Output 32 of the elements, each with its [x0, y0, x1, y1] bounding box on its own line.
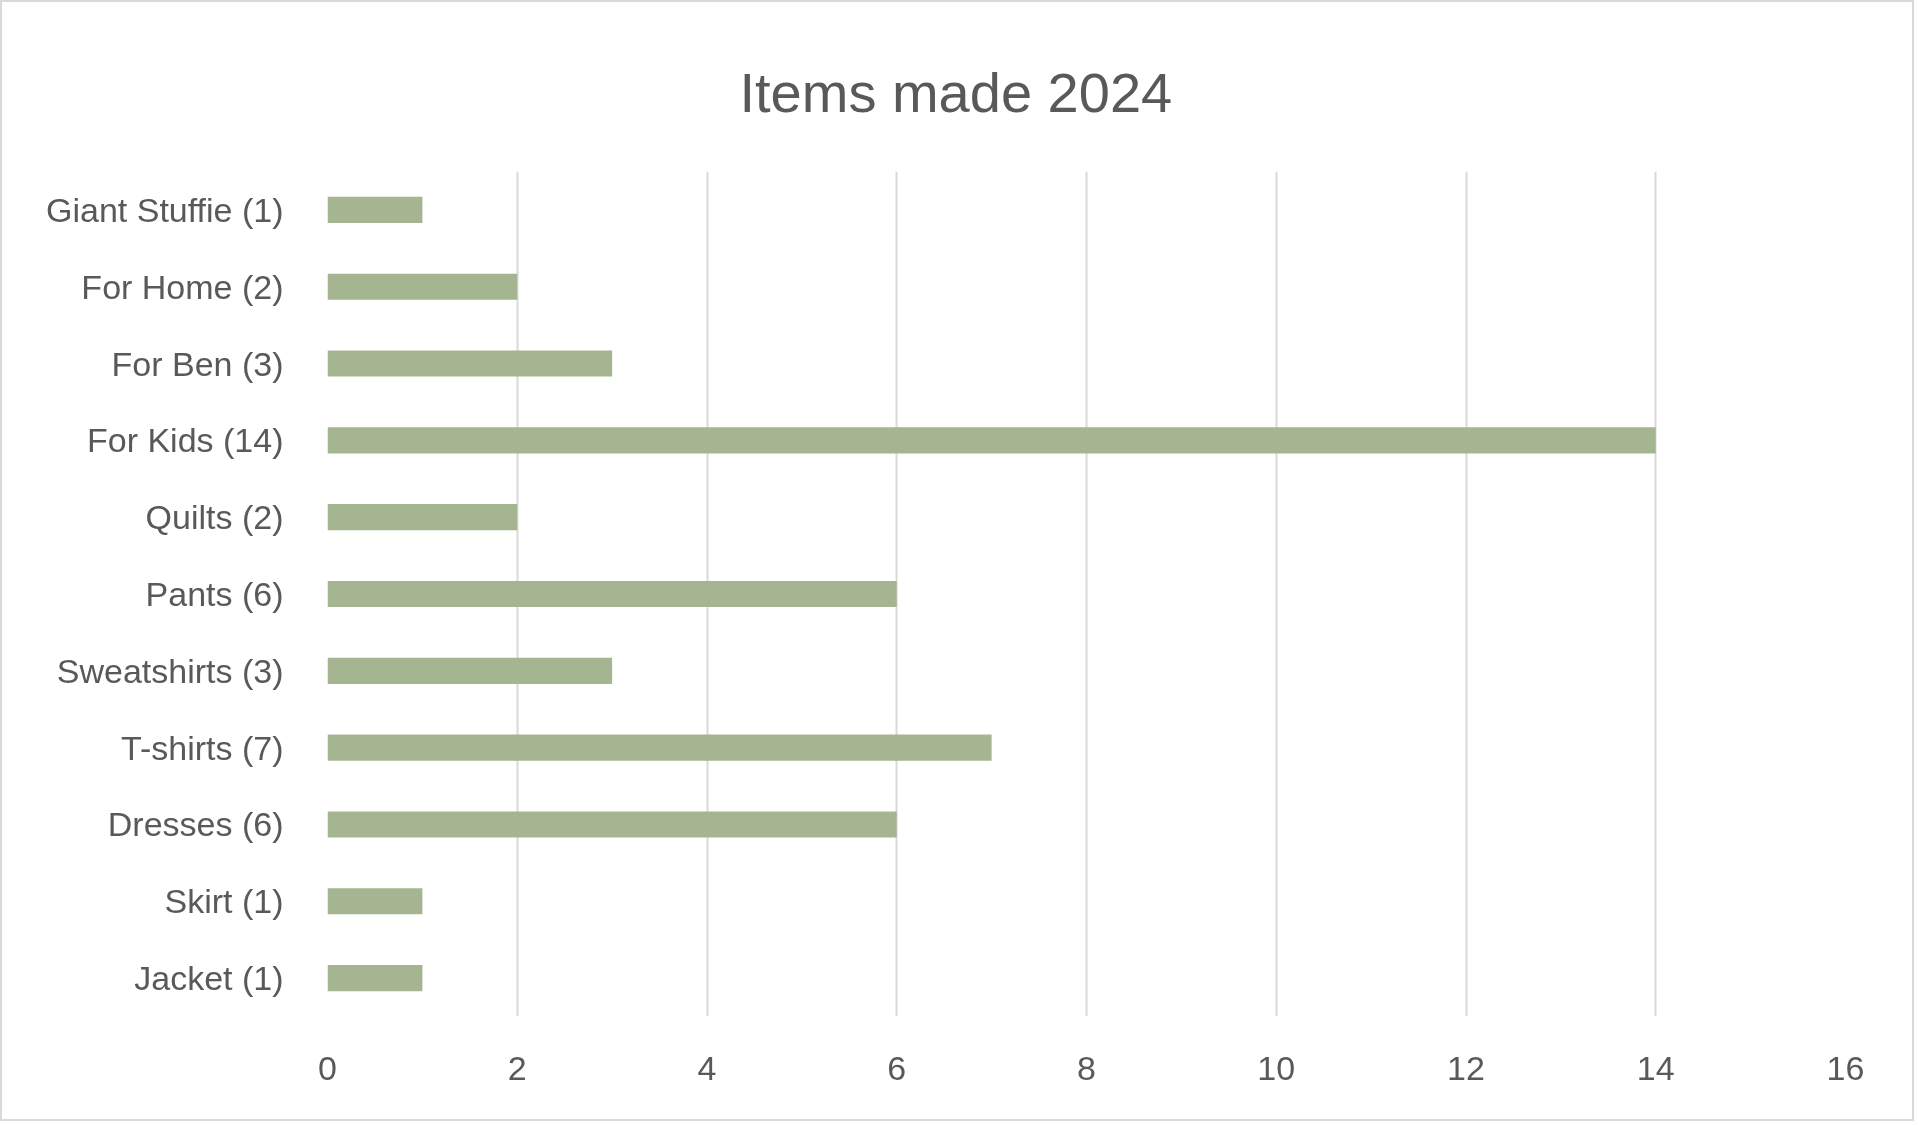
y-tick-label: T-shirts (7) — [121, 728, 284, 767]
x-tick-label: 2 — [507, 1048, 527, 1087]
bar — [327, 965, 423, 992]
bar — [327, 427, 1656, 454]
bar — [327, 811, 897, 838]
y-tick-label: Dresses (6) — [107, 805, 284, 844]
bar — [327, 273, 518, 300]
x-tick-label: 14 — [1636, 1048, 1675, 1087]
y-tick-label: For Kids (14) — [87, 421, 284, 460]
x-tick-label: 16 — [1826, 1048, 1865, 1087]
y-tick-label: Quilts (2) — [145, 498, 284, 537]
y-tick-label: Skirt (1) — [164, 882, 284, 921]
x-tick-label: 10 — [1257, 1048, 1296, 1087]
chart-title: Items made 2024 — [739, 60, 1173, 124]
bar — [327, 350, 613, 377]
y-tick-label: For Ben (3) — [111, 344, 284, 383]
x-tick-label: 12 — [1447, 1048, 1485, 1087]
bar — [327, 734, 992, 761]
y-tick-label: For Home (2) — [81, 267, 284, 306]
y-tick-label: Pants (6) — [145, 575, 284, 613]
y-tick-label: Sweatshirts (3) — [56, 651, 284, 690]
y-tick-label: Giant Stuffie (1) — [46, 190, 284, 229]
bar — [327, 580, 897, 608]
x-tick-label: 4 — [697, 1048, 717, 1087]
y-tick-label: Jacket (1) — [134, 959, 284, 998]
bar — [327, 196, 423, 223]
x-tick-label: 6 — [887, 1048, 907, 1087]
x-tick-label: 0 — [318, 1048, 337, 1087]
x-tick-label: 8 — [1077, 1048, 1096, 1087]
bar — [327, 657, 613, 684]
bar — [327, 888, 423, 915]
bar — [327, 504, 518, 531]
